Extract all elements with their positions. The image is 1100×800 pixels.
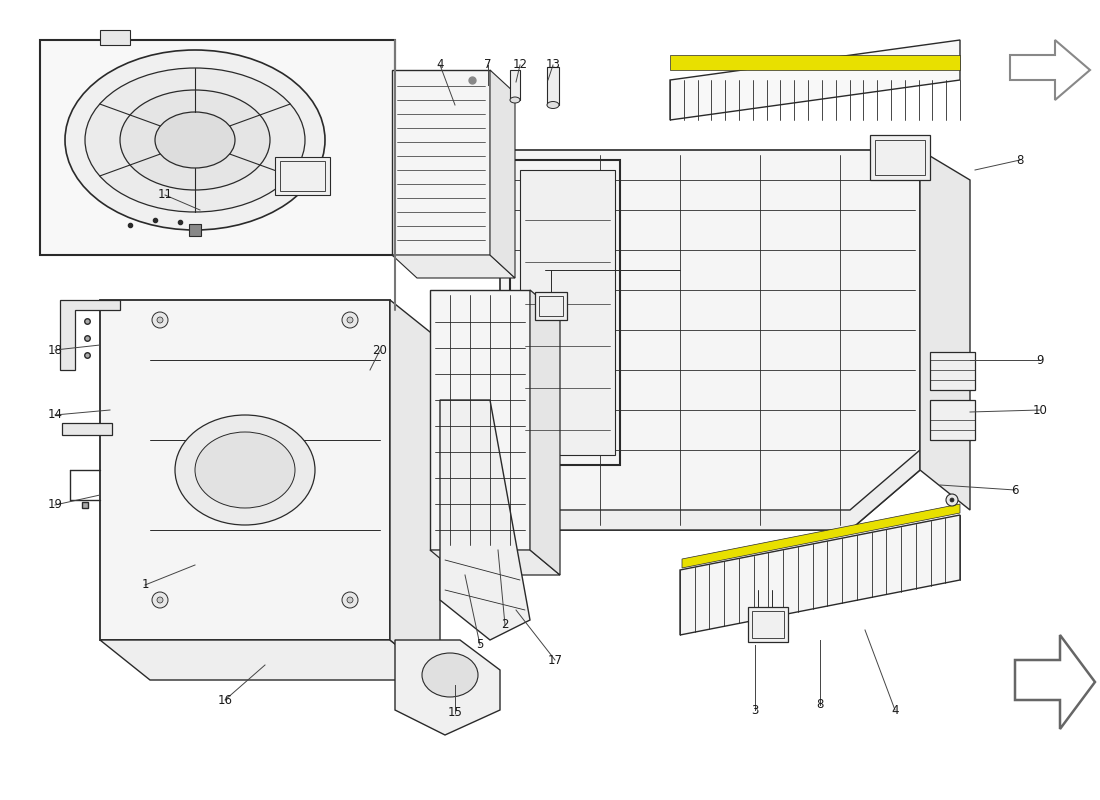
Ellipse shape <box>120 90 270 190</box>
Bar <box>752 611 784 638</box>
Polygon shape <box>520 170 615 455</box>
Bar <box>510 70 520 100</box>
Polygon shape <box>395 640 500 735</box>
Bar <box>930 400 975 440</box>
Circle shape <box>157 597 163 603</box>
Polygon shape <box>1010 40 1090 100</box>
Polygon shape <box>500 450 920 530</box>
Bar <box>748 607 788 642</box>
Bar <box>874 140 925 175</box>
Text: 3: 3 <box>751 703 759 717</box>
Ellipse shape <box>547 102 559 109</box>
Text: 19: 19 <box>47 498 63 511</box>
Ellipse shape <box>175 415 315 525</box>
Text: 2: 2 <box>502 618 508 631</box>
Circle shape <box>946 494 958 506</box>
Polygon shape <box>490 70 515 278</box>
Bar <box>62 423 112 435</box>
Circle shape <box>346 597 353 603</box>
Text: 11: 11 <box>157 189 173 202</box>
Ellipse shape <box>65 50 324 230</box>
Text: 20: 20 <box>373 343 387 357</box>
Text: 17: 17 <box>548 654 562 666</box>
Polygon shape <box>440 400 530 640</box>
Ellipse shape <box>85 68 305 212</box>
Polygon shape <box>392 255 515 278</box>
Circle shape <box>157 317 163 323</box>
Text: a passion for parts.com: a passion for parts.com <box>304 318 657 482</box>
Text: 7: 7 <box>484 58 492 71</box>
Polygon shape <box>100 640 440 680</box>
Polygon shape <box>392 70 490 255</box>
Polygon shape <box>670 55 960 70</box>
Polygon shape <box>60 300 120 370</box>
Text: 18: 18 <box>47 343 63 357</box>
Text: 8: 8 <box>816 698 824 711</box>
Text: 10: 10 <box>1033 403 1047 417</box>
Bar <box>539 296 563 316</box>
Text: LamboParts: LamboParts <box>341 360 759 420</box>
Text: 6: 6 <box>1011 483 1019 497</box>
Polygon shape <box>1015 635 1094 729</box>
Text: 15: 15 <box>448 706 462 719</box>
Circle shape <box>342 312 358 328</box>
Text: 16: 16 <box>218 694 232 706</box>
Polygon shape <box>40 40 395 255</box>
Text: 13: 13 <box>546 58 560 71</box>
Circle shape <box>152 312 168 328</box>
Polygon shape <box>530 290 560 575</box>
Text: 12: 12 <box>513 58 528 71</box>
Circle shape <box>346 317 353 323</box>
Circle shape <box>342 592 358 608</box>
Polygon shape <box>430 550 560 575</box>
Circle shape <box>152 592 168 608</box>
Bar <box>535 292 566 320</box>
Polygon shape <box>670 40 960 120</box>
Polygon shape <box>390 300 440 680</box>
Polygon shape <box>680 515 960 635</box>
Text: 9: 9 <box>1036 354 1044 366</box>
Text: 4: 4 <box>437 58 443 71</box>
Text: 14: 14 <box>47 409 63 422</box>
Text: 4: 4 <box>891 703 899 717</box>
Bar <box>870 135 930 180</box>
Bar <box>547 67 559 105</box>
Polygon shape <box>500 150 920 530</box>
Ellipse shape <box>510 97 520 103</box>
Text: 8: 8 <box>1016 154 1024 166</box>
Polygon shape <box>100 30 130 45</box>
Bar <box>280 161 324 191</box>
Polygon shape <box>430 290 530 550</box>
Text: 1: 1 <box>141 578 149 591</box>
Bar <box>275 157 330 195</box>
Text: 5: 5 <box>476 638 484 651</box>
Polygon shape <box>100 300 390 640</box>
Circle shape <box>950 498 954 502</box>
Bar <box>930 352 975 390</box>
Polygon shape <box>920 150 970 510</box>
Polygon shape <box>682 504 960 568</box>
Ellipse shape <box>155 112 235 168</box>
Ellipse shape <box>422 653 478 697</box>
Ellipse shape <box>195 432 295 508</box>
